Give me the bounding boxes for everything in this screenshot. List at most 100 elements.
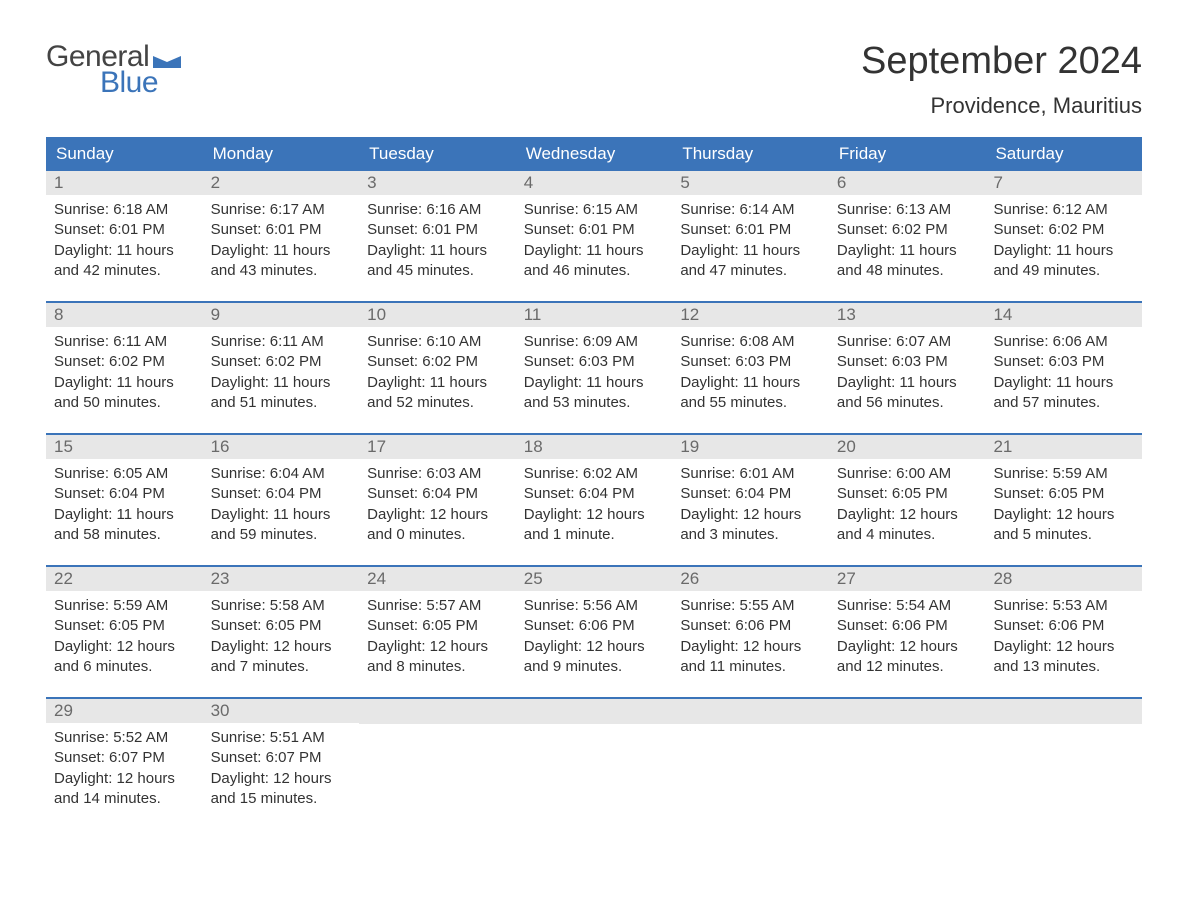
weekday-header: Monday [203, 137, 360, 171]
sunrise-line: Sunrise: 6:17 AM [211, 200, 352, 220]
sunset-line: Sunset: 6:01 PM [367, 220, 508, 240]
day-number: 9 [203, 303, 360, 327]
day-cell [359, 699, 516, 815]
day-details: Sunrise: 6:09 AMSunset: 6:03 PMDaylight:… [516, 327, 673, 413]
weekday-header: Saturday [985, 137, 1142, 171]
day-number: 7 [985, 171, 1142, 195]
sunset-line: Sunset: 6:03 PM [680, 352, 821, 372]
sunset-line: Sunset: 6:05 PM [367, 616, 508, 636]
day-details: Sunrise: 6:04 AMSunset: 6:04 PMDaylight:… [203, 459, 360, 545]
sunset-line: Sunset: 6:03 PM [837, 352, 978, 372]
sunrise-line: Sunrise: 6:16 AM [367, 200, 508, 220]
sunset-line: Sunset: 6:05 PM [54, 616, 195, 636]
daylight-line: Daylight: 12 hours and 9 minutes. [524, 637, 665, 678]
day-number: 16 [203, 435, 360, 459]
day-cell [985, 699, 1142, 815]
day-cell: 18Sunrise: 6:02 AMSunset: 6:04 PMDayligh… [516, 435, 673, 551]
daylight-line: Daylight: 11 hours and 55 minutes. [680, 373, 821, 414]
day-details: Sunrise: 6:11 AMSunset: 6:02 PMDaylight:… [203, 327, 360, 413]
day-details: Sunrise: 6:18 AMSunset: 6:01 PMDaylight:… [46, 195, 203, 281]
day-cell: 5Sunrise: 6:14 AMSunset: 6:01 PMDaylight… [672, 171, 829, 287]
day-details: Sunrise: 6:16 AMSunset: 6:01 PMDaylight:… [359, 195, 516, 281]
sunrise-line: Sunrise: 6:13 AM [837, 200, 978, 220]
sunset-line: Sunset: 6:01 PM [54, 220, 195, 240]
daylight-line: Daylight: 12 hours and 6 minutes. [54, 637, 195, 678]
daylight-line: Daylight: 11 hours and 46 minutes. [524, 241, 665, 282]
day-cell: 2Sunrise: 6:17 AMSunset: 6:01 PMDaylight… [203, 171, 360, 287]
flag-icon [153, 48, 181, 68]
day-number: 27 [829, 567, 986, 591]
sunset-line: Sunset: 6:03 PM [524, 352, 665, 372]
day-number: 30 [203, 699, 360, 723]
day-cell [516, 699, 673, 815]
day-cell: 8Sunrise: 6:11 AMSunset: 6:02 PMDaylight… [46, 303, 203, 419]
sunrise-line: Sunrise: 6:00 AM [837, 464, 978, 484]
weekday-header-row: SundayMondayTuesdayWednesdayThursdayFrid… [46, 137, 1142, 171]
sunrise-line: Sunrise: 5:59 AM [54, 596, 195, 616]
weekday-header: Thursday [672, 137, 829, 171]
sunrise-line: Sunrise: 5:56 AM [524, 596, 665, 616]
day-number: 17 [359, 435, 516, 459]
daylight-line: Daylight: 11 hours and 53 minutes. [524, 373, 665, 414]
header: General Blue September 2024 Providence, … [46, 40, 1142, 119]
day-cell: 28Sunrise: 5:53 AMSunset: 6:06 PMDayligh… [985, 567, 1142, 683]
day-cell: 16Sunrise: 6:04 AMSunset: 6:04 PMDayligh… [203, 435, 360, 551]
daylight-line: Daylight: 11 hours and 48 minutes. [837, 241, 978, 282]
sunset-line: Sunset: 6:06 PM [680, 616, 821, 636]
sunset-line: Sunset: 6:04 PM [367, 484, 508, 504]
daylight-line: Daylight: 12 hours and 4 minutes. [837, 505, 978, 546]
day-number [985, 699, 1142, 724]
day-cell: 12Sunrise: 6:08 AMSunset: 6:03 PMDayligh… [672, 303, 829, 419]
day-details: Sunrise: 5:54 AMSunset: 6:06 PMDaylight:… [829, 591, 986, 677]
day-number [516, 699, 673, 724]
day-details: Sunrise: 6:08 AMSunset: 6:03 PMDaylight:… [672, 327, 829, 413]
week-row: 8Sunrise: 6:11 AMSunset: 6:02 PMDaylight… [46, 301, 1142, 419]
sunset-line: Sunset: 6:06 PM [524, 616, 665, 636]
day-cell [829, 699, 986, 815]
day-number: 12 [672, 303, 829, 327]
day-details: Sunrise: 5:51 AMSunset: 6:07 PMDaylight:… [203, 723, 360, 809]
day-cell: 29Sunrise: 5:52 AMSunset: 6:07 PMDayligh… [46, 699, 203, 815]
daylight-line: Daylight: 11 hours and 58 minutes. [54, 505, 195, 546]
sunset-line: Sunset: 6:02 PM [211, 352, 352, 372]
day-cell: 21Sunrise: 5:59 AMSunset: 6:05 PMDayligh… [985, 435, 1142, 551]
daylight-line: Daylight: 12 hours and 7 minutes. [211, 637, 352, 678]
sunset-line: Sunset: 6:02 PM [54, 352, 195, 372]
day-number: 4 [516, 171, 673, 195]
sunrise-line: Sunrise: 6:02 AM [524, 464, 665, 484]
daylight-line: Daylight: 12 hours and 11 minutes. [680, 637, 821, 678]
sunrise-line: Sunrise: 5:54 AM [837, 596, 978, 616]
sunrise-line: Sunrise: 5:55 AM [680, 596, 821, 616]
day-details: Sunrise: 5:53 AMSunset: 6:06 PMDaylight:… [985, 591, 1142, 677]
sunrise-line: Sunrise: 6:11 AM [54, 332, 195, 352]
sunrise-line: Sunrise: 5:57 AM [367, 596, 508, 616]
sunset-line: Sunset: 6:02 PM [837, 220, 978, 240]
day-details: Sunrise: 6:12 AMSunset: 6:02 PMDaylight:… [985, 195, 1142, 281]
daylight-line: Daylight: 12 hours and 13 minutes. [993, 637, 1134, 678]
daylight-line: Daylight: 11 hours and 50 minutes. [54, 373, 195, 414]
daylight-line: Daylight: 11 hours and 59 minutes. [211, 505, 352, 546]
sunrise-line: Sunrise: 6:12 AM [993, 200, 1134, 220]
sunset-line: Sunset: 6:01 PM [211, 220, 352, 240]
day-cell: 25Sunrise: 5:56 AMSunset: 6:06 PMDayligh… [516, 567, 673, 683]
sunrise-line: Sunrise: 6:05 AM [54, 464, 195, 484]
day-cell: 15Sunrise: 6:05 AMSunset: 6:04 PMDayligh… [46, 435, 203, 551]
day-details: Sunrise: 5:56 AMSunset: 6:06 PMDaylight:… [516, 591, 673, 677]
sunrise-line: Sunrise: 6:03 AM [367, 464, 508, 484]
calendar: SundayMondayTuesdayWednesdayThursdayFrid… [46, 137, 1142, 815]
day-number: 13 [829, 303, 986, 327]
day-cell: 24Sunrise: 5:57 AMSunset: 6:05 PMDayligh… [359, 567, 516, 683]
daylight-line: Daylight: 11 hours and 42 minutes. [54, 241, 195, 282]
sunrise-line: Sunrise: 5:52 AM [54, 728, 195, 748]
sunrise-line: Sunrise: 6:11 AM [211, 332, 352, 352]
sunset-line: Sunset: 6:04 PM [680, 484, 821, 504]
sunrise-line: Sunrise: 5:51 AM [211, 728, 352, 748]
sunrise-line: Sunrise: 6:01 AM [680, 464, 821, 484]
sunset-line: Sunset: 6:05 PM [211, 616, 352, 636]
day-details: Sunrise: 6:11 AMSunset: 6:02 PMDaylight:… [46, 327, 203, 413]
daylight-line: Daylight: 11 hours and 57 minutes. [993, 373, 1134, 414]
sunrise-line: Sunrise: 6:10 AM [367, 332, 508, 352]
sunset-line: Sunset: 6:05 PM [837, 484, 978, 504]
day-number: 18 [516, 435, 673, 459]
day-number: 5 [672, 171, 829, 195]
